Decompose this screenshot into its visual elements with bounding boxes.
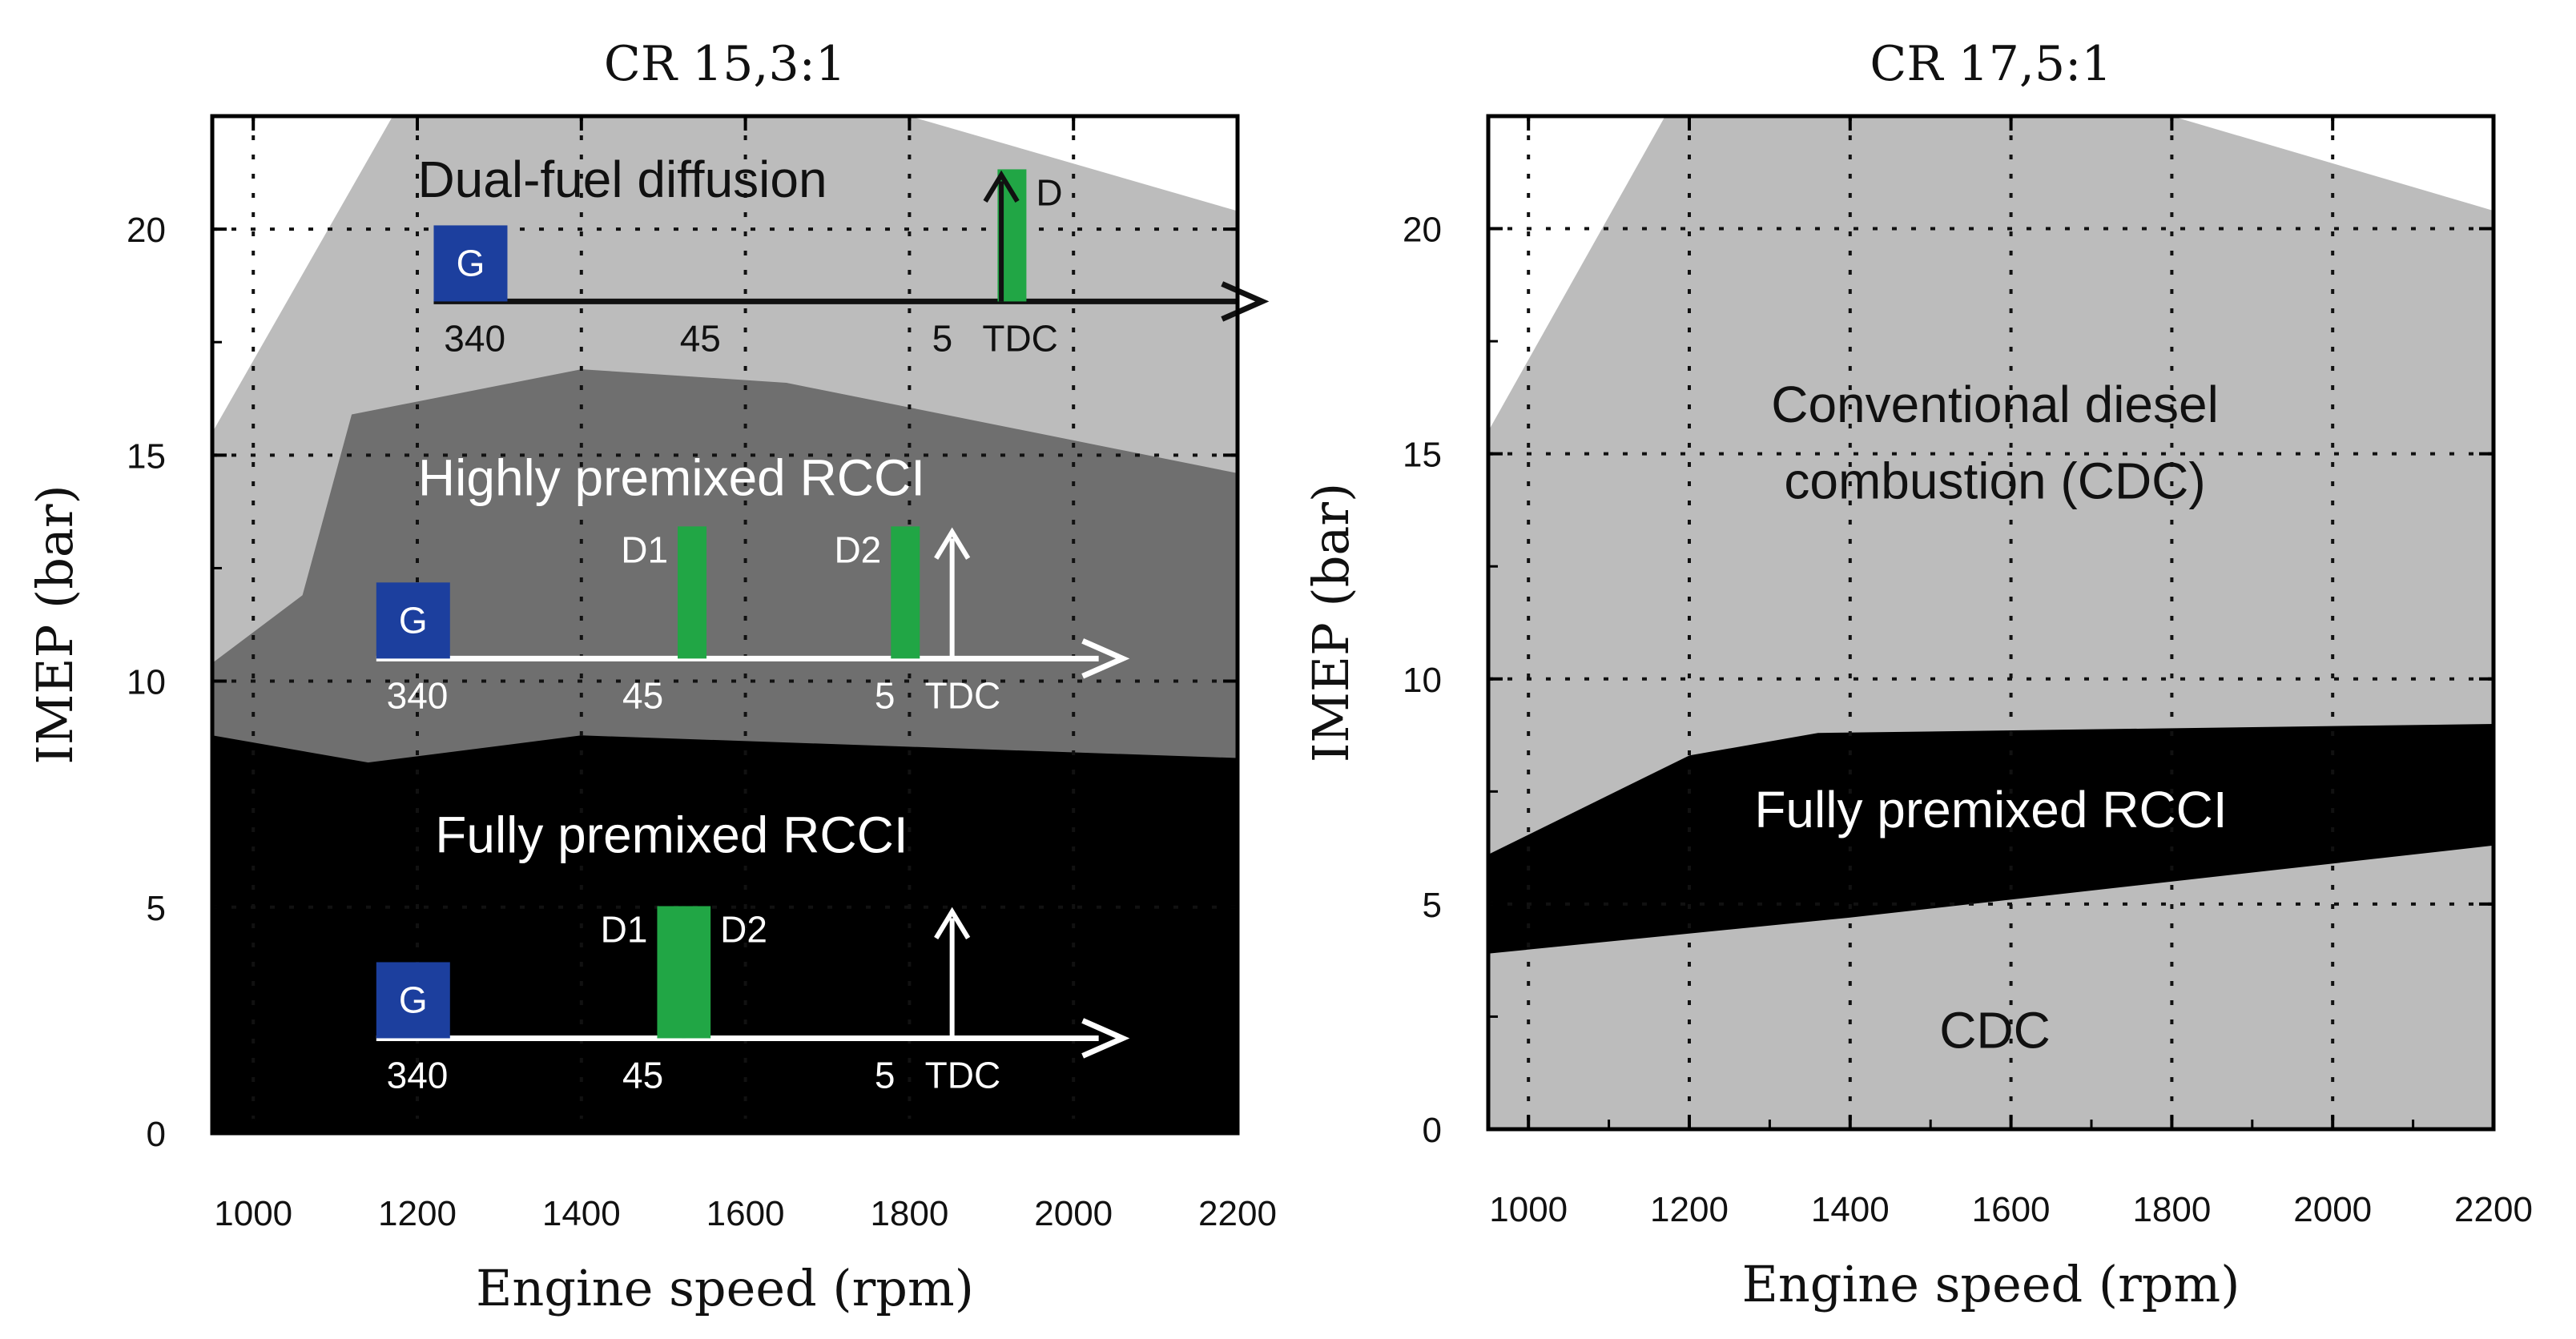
x-tick-label: 1600 bbox=[1972, 1190, 2051, 1229]
crank-angle-label: 45 bbox=[680, 317, 721, 359]
x-tick-label: 2000 bbox=[1034, 1194, 1113, 1233]
y-tick-label: 5 bbox=[147, 889, 166, 928]
y-axis-label: IMEP (bar) bbox=[26, 485, 84, 764]
crank-angle-label: 5 bbox=[875, 674, 896, 716]
chart-title: CR 17,5:1 bbox=[1870, 36, 2111, 92]
x-axis-label: Engine speed (rpm) bbox=[1742, 1255, 2240, 1313]
region-label: Fully premixed RCCI bbox=[435, 806, 908, 863]
y-tick-label: 0 bbox=[1423, 1111, 1442, 1150]
y-tick-label: 10 bbox=[1403, 661, 1442, 700]
panel-cr-15-3: G D 340 45 5 TDC G D1 D2 340 45 5 TDC G D1 D2 340 45 5 TDC D… bbox=[26, 36, 1277, 1317]
gasoline-injection-box bbox=[433, 225, 508, 302]
region-fully-premixed-rcci bbox=[212, 735, 1238, 1133]
x-axis-label: Engine speed (rpm) bbox=[476, 1259, 974, 1317]
crank-axis-arrow-icon bbox=[1221, 281, 1270, 322]
x-tick-label: 1800 bbox=[870, 1194, 948, 1233]
plot-frame bbox=[1486, 114, 2496, 1132]
injection-schematic: G D1 D2 340 45 5 TDC bbox=[376, 526, 1130, 716]
gasoline-injection-box bbox=[376, 582, 450, 659]
gasoline-injection-label: G bbox=[457, 242, 485, 283]
y-tick-label: 20 bbox=[127, 211, 166, 250]
x-tick-label: 1200 bbox=[1650, 1190, 1729, 1229]
crank-angle-label: 45 bbox=[622, 674, 663, 716]
y-tick-label: 0 bbox=[147, 1115, 166, 1154]
crank-angle-label: 5 bbox=[932, 317, 953, 359]
diesel-pulse-label: D2 bbox=[720, 908, 767, 950]
y-tick-label: 5 bbox=[1423, 886, 1442, 925]
chart-title: CR 15,3:1 bbox=[604, 36, 846, 92]
tdc-arrow-head-icon bbox=[934, 907, 971, 940]
crank-axis-arrow-icon bbox=[1081, 1018, 1130, 1059]
x-tick-label: 1000 bbox=[214, 1194, 292, 1233]
x-tick-label: 1400 bbox=[1811, 1190, 1890, 1229]
plot-area bbox=[1488, 116, 2493, 1129]
crank-angle-label: TDC bbox=[925, 674, 1001, 716]
x-tick-label: 1800 bbox=[2132, 1190, 2211, 1229]
y-tick-label: 10 bbox=[127, 663, 166, 702]
region-label: combustion (CDC) bbox=[1784, 452, 2205, 509]
crank-angle-label: 340 bbox=[387, 674, 449, 716]
injection-schematic: G D 340 45 5 TDC bbox=[433, 169, 1270, 359]
diesel-pulse-bar bbox=[682, 906, 711, 1039]
region-conventional-diesel-combustion-cdc bbox=[1488, 116, 2493, 1129]
crank-axis-arrow-icon bbox=[1081, 638, 1130, 679]
region-label: Dual-fuel diffusion bbox=[417, 151, 827, 208]
crank-angle-label: 45 bbox=[622, 1054, 663, 1096]
x-tick-label: 2200 bbox=[2454, 1190, 2533, 1229]
region-label: CDC bbox=[1939, 1001, 2051, 1059]
y-tick-label: 15 bbox=[1403, 436, 1442, 475]
x-tick-label: 1600 bbox=[706, 1194, 785, 1233]
diesel-pulse-bar bbox=[891, 526, 920, 659]
x-tick-label: 1400 bbox=[542, 1194, 621, 1233]
diesel-pulse-bar bbox=[678, 526, 707, 659]
diesel-pulse-label: D1 bbox=[621, 529, 668, 570]
region-label: Conventional diesel bbox=[1771, 376, 2219, 433]
x-tick-label: 1000 bbox=[1489, 1190, 1568, 1229]
gasoline-injection-label: G bbox=[399, 979, 428, 1020]
crank-angle-label: 340 bbox=[387, 1054, 449, 1096]
crank-angle-label: 340 bbox=[444, 317, 505, 359]
x-tick-label: 2000 bbox=[2293, 1190, 2372, 1229]
injection-schematic: G D1 D2 340 45 5 TDC bbox=[376, 906, 1130, 1096]
y-tick-label: 20 bbox=[1403, 211, 1442, 250]
tdc-arrow-head-icon bbox=[934, 527, 971, 560]
diesel-pulse-label: D bbox=[1036, 171, 1062, 213]
gasoline-injection-box bbox=[376, 962, 450, 1039]
crank-angle-label: TDC bbox=[982, 317, 1058, 359]
region-label: Highly premixed RCCI bbox=[418, 449, 925, 507]
diesel-pulse-label: D2 bbox=[834, 529, 881, 570]
diesel-pulse-bar bbox=[657, 906, 686, 1039]
crank-angle-label: TDC bbox=[925, 1054, 1001, 1096]
y-tick-label: 15 bbox=[127, 436, 166, 476]
region-label: Fully premixed RCCI bbox=[1754, 781, 2227, 838]
tdc-arrow-head-icon bbox=[983, 170, 1020, 203]
x-tick-label: 1200 bbox=[378, 1194, 457, 1233]
y-axis-label: IMEP (bar) bbox=[1302, 483, 1360, 762]
plot-frame bbox=[210, 114, 1240, 1136]
diesel-pulse-label: D1 bbox=[601, 908, 648, 950]
gasoline-injection-label: G bbox=[399, 599, 428, 641]
x-tick-label: 2200 bbox=[1198, 1194, 1277, 1233]
plot-area bbox=[212, 116, 1238, 1133]
region-fully-premixed-rcci bbox=[1488, 724, 2493, 954]
crank-angle-label: 5 bbox=[875, 1054, 896, 1096]
panel-cr-17-5: Conventional diesel combustion (CDC) Fully… bbox=[1302, 36, 2533, 1313]
